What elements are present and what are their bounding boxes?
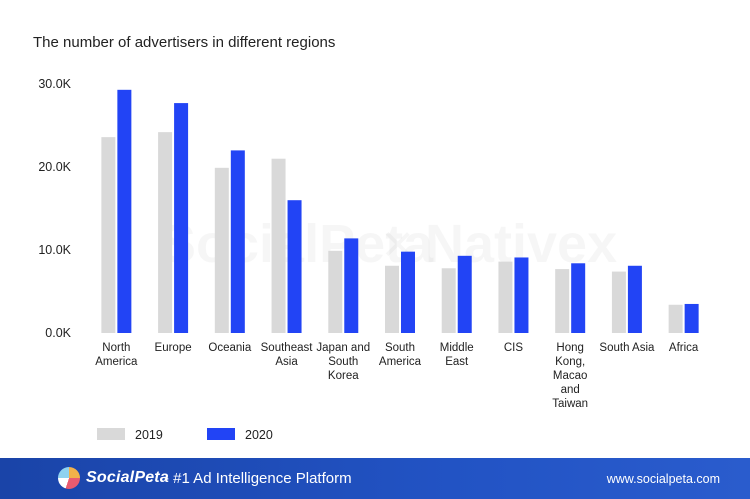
x-axis: North America Europe Oceania Southeast Asia Ja… bbox=[95, 342, 699, 410]
x-category-label: South Asia bbox=[599, 342, 655, 354]
bar-2020-3 bbox=[287, 200, 302, 333]
bar-2020-4 bbox=[344, 238, 359, 333]
x-category-label-line: Japan and bbox=[316, 342, 370, 354]
x-category-label-line: North bbox=[102, 342, 130, 354]
bar-2019-10 bbox=[668, 304, 683, 333]
legend-label-2020: 2020 bbox=[245, 428, 273, 442]
bar-2020-9 bbox=[627, 265, 642, 333]
bar-2019-9 bbox=[611, 271, 626, 333]
y-tick-label: 20.0K bbox=[38, 160, 71, 174]
x-category-label-line: Hong bbox=[556, 342, 584, 354]
x-category-label-line: Southeast bbox=[261, 342, 314, 354]
bar-2020-6 bbox=[457, 255, 472, 333]
bar-2019-5 bbox=[385, 265, 399, 333]
x-category-label: Europe bbox=[155, 342, 192, 354]
x-category-label-line: East bbox=[445, 356, 469, 368]
legend-label-2019: 2019 bbox=[135, 428, 163, 442]
x-category-label: North America bbox=[95, 342, 138, 368]
bar-chart: SocialPeta × Nativex 0.0K10.0K20.0K30.0K… bbox=[38, 77, 699, 442]
x-category-label: Oceania bbox=[208, 342, 251, 354]
footer-tagline: - #1 Ad Intelligence Platform bbox=[164, 470, 352, 487]
bar-2019-2 bbox=[214, 167, 229, 333]
x-category-label-line: Europe bbox=[155, 342, 192, 354]
x-category-label-line: South Asia bbox=[599, 342, 655, 354]
bar-2020-2 bbox=[230, 150, 245, 333]
bar-2020-1 bbox=[174, 103, 189, 333]
legend-swatch-2019 bbox=[97, 428, 125, 440]
legend-swatch-2020 bbox=[207, 428, 235, 440]
bar-2020-8 bbox=[571, 263, 586, 333]
y-axis: 0.0K 10.0K 20.0K 30.0K bbox=[38, 77, 71, 340]
x-category-label: CIS bbox=[504, 342, 524, 354]
x-category-label-line: Africa bbox=[669, 342, 699, 354]
x-category-label-line: Middle bbox=[440, 342, 474, 354]
x-category-label-line: Oceania bbox=[208, 342, 251, 354]
x-category-label: Middle East bbox=[440, 342, 474, 368]
bar-2019-3 bbox=[271, 158, 286, 333]
footer-url[interactable]: www.socialpeta.com bbox=[606, 472, 720, 486]
bar-2020-5 bbox=[401, 251, 415, 333]
bar-2020-7 bbox=[514, 257, 529, 333]
x-category-label-line: CIS bbox=[504, 342, 524, 354]
bar-2020-0 bbox=[117, 89, 132, 333]
x-category-label: Japan and South Korea bbox=[316, 342, 370, 382]
bar-2019-7 bbox=[498, 261, 513, 333]
x-category-label: Hong Kong, Macao and Taiwan bbox=[552, 342, 588, 410]
y-tick-label: 10.0K bbox=[38, 243, 71, 257]
legend: 2019 2020 bbox=[97, 428, 273, 442]
x-category-label-line: America bbox=[95, 356, 138, 368]
y-tick-label: 0.0K bbox=[45, 326, 71, 340]
x-category-label-line: Korea bbox=[328, 370, 359, 382]
bar-2019-8 bbox=[555, 269, 570, 333]
bar-2019-0 bbox=[101, 137, 116, 333]
x-category-label-line: Kong, bbox=[555, 356, 585, 368]
y-tick-label: 30.0K bbox=[38, 77, 71, 91]
x-category-label-line: South bbox=[328, 356, 358, 368]
x-category-label-line: America bbox=[379, 356, 422, 368]
x-category-label-line: South bbox=[385, 342, 415, 354]
x-category-label: South America bbox=[379, 342, 422, 368]
x-category-label-line: Macao bbox=[553, 370, 588, 382]
socialpeta-logo-icon bbox=[58, 467, 80, 489]
chart-title: The number of advertisers in different r… bbox=[33, 34, 336, 51]
footer-banner: SocialPeta - #1 Ad Intelligence Platform… bbox=[0, 458, 750, 499]
bar-2019-1 bbox=[158, 132, 173, 333]
x-category-label: Southeast Asia bbox=[261, 342, 314, 368]
x-category-label: Africa bbox=[669, 342, 699, 354]
bar-2019-4 bbox=[328, 250, 343, 333]
x-category-label-line: Asia bbox=[275, 356, 298, 368]
x-category-label-line: Taiwan bbox=[552, 398, 588, 410]
footer-brand: SocialPeta bbox=[86, 469, 169, 486]
x-category-label-line: and bbox=[561, 384, 580, 396]
bar-2020-10 bbox=[684, 303, 699, 333]
bar-2019-6 bbox=[441, 268, 456, 333]
bar-series bbox=[101, 89, 699, 333]
